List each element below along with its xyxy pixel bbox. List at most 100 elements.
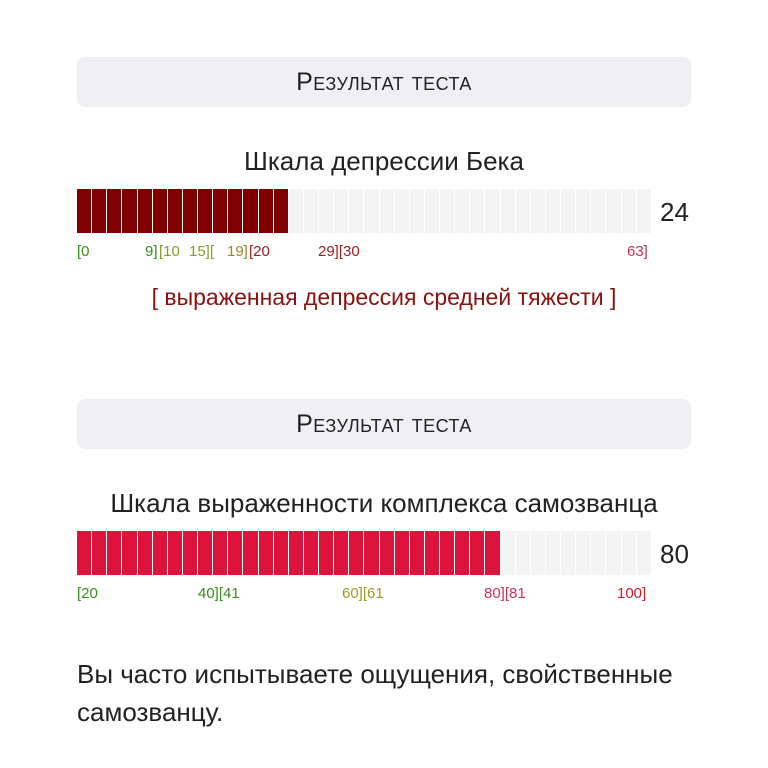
test2-scale-ticks: [20 40][41 60][61 80][81 100] xyxy=(77,585,651,603)
test1-bar-segment xyxy=(576,189,592,233)
test1-tick-6: 29][30 xyxy=(318,243,360,260)
test2-bar-segment xyxy=(440,531,456,575)
test2-bar-segment xyxy=(621,531,637,575)
test2-bar-segment xyxy=(182,531,198,575)
test1-bar-segment xyxy=(152,189,168,233)
test2-bar-segment xyxy=(545,531,561,575)
test2-bar-segment xyxy=(334,531,350,575)
test1-bar-segment xyxy=(273,189,289,233)
test2-bar-segment xyxy=(485,531,501,575)
test2-bar-segment xyxy=(500,531,516,575)
test2-bar-segment xyxy=(288,531,304,575)
test1-bar-segment xyxy=(334,189,350,233)
test1-bar-segment xyxy=(470,189,486,233)
test2-bar-segment xyxy=(258,531,274,575)
test1-tick-1: 9] xyxy=(145,243,158,260)
test1-bar-segment xyxy=(243,189,259,233)
test2-bar-segment xyxy=(515,531,531,575)
test1-tick-3: 15][ xyxy=(189,243,215,260)
test1-bar-segment xyxy=(606,189,622,233)
test2-bar-segment xyxy=(228,531,244,575)
test2-bar-segment xyxy=(243,531,259,575)
test2-score-bar xyxy=(77,531,651,575)
test1-bar-segment xyxy=(122,189,138,233)
test1-bar-segment xyxy=(228,189,244,233)
test1-bar-segment xyxy=(198,189,214,233)
test1-tick-2: [10 xyxy=(159,243,180,260)
test1-bar-segment xyxy=(303,189,319,233)
test2-tick-3: 80][81 xyxy=(484,585,526,602)
test1-bar-segment xyxy=(455,189,471,233)
test1-header-bar: Результат теста xyxy=(77,57,691,107)
test1-bar-segment xyxy=(379,189,395,233)
test2-bar-segment xyxy=(364,531,380,575)
test2-bar-segment xyxy=(530,531,546,575)
test1-bar-segment xyxy=(621,189,637,233)
test1-bar-segment xyxy=(77,189,93,233)
test2-bar-segment xyxy=(409,531,425,575)
test2-bar-segment xyxy=(152,531,168,575)
test2-bar-segment xyxy=(606,531,622,575)
test1-scale-title: Шкала депрессии Бека xyxy=(244,146,524,176)
test2-bar-segment xyxy=(137,531,153,575)
test1-bar-segment xyxy=(515,189,531,233)
test2-score-value: 80 xyxy=(660,539,689,569)
test1-bar-segment xyxy=(591,189,607,233)
test1-bar-segment xyxy=(500,189,516,233)
test2-description: Вы часто испытываете ощущения, свойствен… xyxy=(77,659,673,727)
test2-bar-segment xyxy=(198,531,214,575)
test1-header-text: Результат теста xyxy=(296,67,472,96)
test1-score-bar xyxy=(77,189,651,233)
test2-tick-4: 100] xyxy=(617,585,647,602)
test2-bar-segment xyxy=(213,531,229,575)
test1-bar-segment xyxy=(319,189,335,233)
test2-tick-1: 40][41 xyxy=(198,585,240,602)
test2-bar-segment xyxy=(349,531,365,575)
test1-bar-segment xyxy=(349,189,365,233)
test2-bar-segment xyxy=(576,531,592,575)
test2-bar-segment xyxy=(561,531,577,575)
test2-bar-segment xyxy=(424,531,440,575)
test2-tick-2: 60][61 xyxy=(342,585,384,602)
test1-tick-4: 19] xyxy=(227,243,248,260)
test2-bar-segment xyxy=(470,531,486,575)
test1-bar-segment xyxy=(213,189,229,233)
test2-bar-segment xyxy=(273,531,289,575)
test1-bar-segment xyxy=(485,189,501,233)
test2-bar-segment xyxy=(394,531,410,575)
test1-tick-5: [20 xyxy=(249,243,270,260)
test2-bar-segment xyxy=(77,531,93,575)
test1-bar-segment xyxy=(288,189,304,233)
test2-bar-segment xyxy=(319,531,335,575)
test1-tick-0: [0 xyxy=(77,243,90,260)
test1-verdict: [ выраженная депрессия средней тяжести ] xyxy=(151,284,617,310)
test2-bar-segment xyxy=(379,531,395,575)
test1-scale-ticks: [0 9] [10 15][ 19] [20 29][30 63] xyxy=(77,243,651,261)
test2-bar-segment xyxy=(591,531,607,575)
test2-bar-segment xyxy=(303,531,319,575)
test1-bar-segment xyxy=(167,189,183,233)
test1-bar-segment xyxy=(545,189,561,233)
test2-header-text: Результат теста xyxy=(296,409,472,438)
test1-bar-segment xyxy=(409,189,425,233)
test1-bar-segment xyxy=(636,189,651,233)
test1-bar-segment xyxy=(182,189,198,233)
test2-scale-title: Шкала выраженности комплекса самозванца xyxy=(110,488,658,518)
test1-bar-segment xyxy=(530,189,546,233)
test2-bar-segment xyxy=(167,531,183,575)
test1-bar-segment xyxy=(107,189,123,233)
test1-bar-segment xyxy=(364,189,380,233)
test2-bar-segment xyxy=(455,531,471,575)
test1-bar-segment xyxy=(258,189,274,233)
test1-bar-segment xyxy=(440,189,456,233)
test2-bar-segment xyxy=(107,531,123,575)
test1-tick-7: 63] xyxy=(627,243,648,260)
test1-bar-segment xyxy=(561,189,577,233)
test1-bar-segment xyxy=(137,189,153,233)
test1-bar-segment xyxy=(92,189,108,233)
test1-bar-segment xyxy=(394,189,410,233)
test2-header-bar: Результат теста xyxy=(77,399,691,449)
test1-score-value: 24 xyxy=(660,197,689,227)
test2-bar-segment xyxy=(122,531,138,575)
